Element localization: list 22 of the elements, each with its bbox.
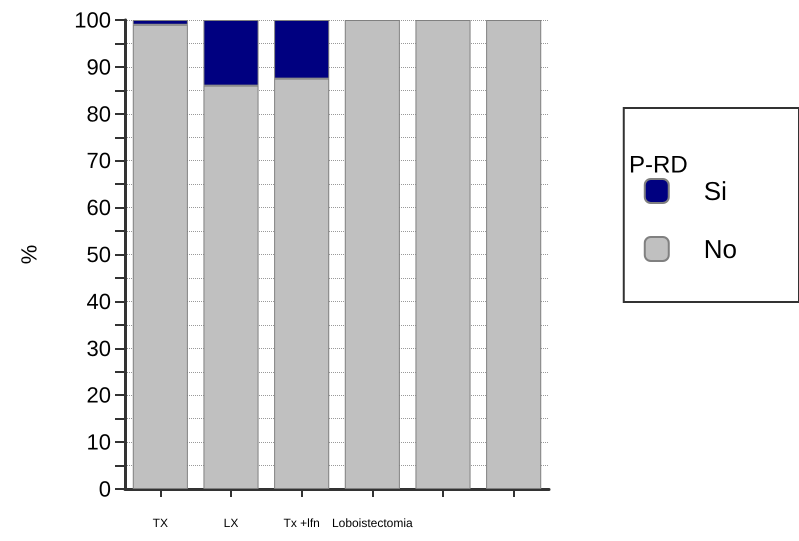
y-tick-label: 30 [86, 336, 111, 361]
bar [415, 20, 471, 489]
y-tick-label: 0 [98, 476, 111, 502]
y-tick-label: 90 [86, 54, 111, 80]
legend-label: No [704, 234, 738, 264]
y-axis-title: % [16, 244, 42, 264]
y-tick-label: 100 [74, 8, 111, 32]
y-tick-label: 40 [86, 288, 111, 314]
legend-title: P-RD [629, 152, 688, 178]
y-tick-label: 10 [86, 430, 111, 455]
y-tick-label: 70 [86, 148, 111, 174]
y-tick-label: 60 [86, 195, 111, 220]
y-tick-label: 20 [86, 382, 111, 408]
y-tick-label: 80 [86, 101, 111, 126]
y-tick-label: 50 [86, 242, 111, 267]
x-tick-label: TX [152, 516, 168, 530]
bar [344, 20, 400, 489]
legend-label: Si [704, 176, 727, 206]
x-tick-label: Tx +lfn [283, 516, 320, 530]
bar [486, 20, 542, 489]
x-tick-label: Loboistectomia [332, 516, 414, 530]
x-tick-label: LX [224, 516, 238, 530]
